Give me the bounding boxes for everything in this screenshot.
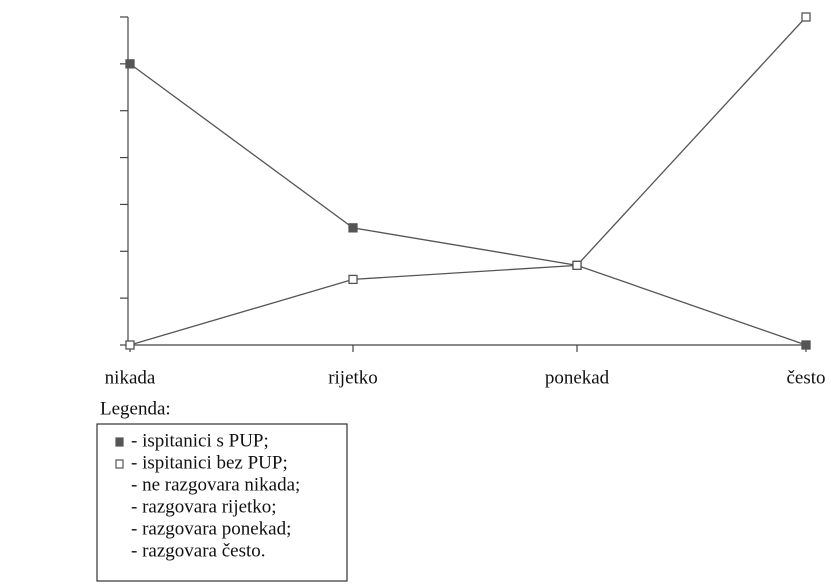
legend-label: - ispitanici bez PUP; (131, 452, 288, 473)
point (572, 260, 582, 270)
series-line (129, 16, 807, 346)
point (125, 59, 135, 69)
legend-title: Legenda: (100, 398, 171, 419)
point (348, 223, 358, 233)
legend-marker (115, 437, 124, 447)
point (801, 12, 811, 22)
legend-note: - razgovara često. (131, 540, 266, 561)
x-tick-label: ponekad (545, 367, 610, 388)
legend-box (96, 423, 348, 582)
point (348, 274, 358, 285)
x-tick-label: često (786, 367, 825, 388)
legend-note: - ne razgovara nikada; (131, 474, 300, 495)
point (125, 340, 135, 350)
legend-marker (115, 459, 124, 469)
series-line (129, 63, 807, 346)
point (801, 340, 811, 350)
x-tick-label: nikada (105, 367, 156, 388)
x-tick-label: rijetko (328, 367, 378, 388)
legend-note: - razgovara rijetko; (131, 496, 277, 517)
legend-label: - ispitanici s PUP; (131, 430, 269, 451)
legend-note: - razgovara ponekad; (131, 518, 291, 539)
